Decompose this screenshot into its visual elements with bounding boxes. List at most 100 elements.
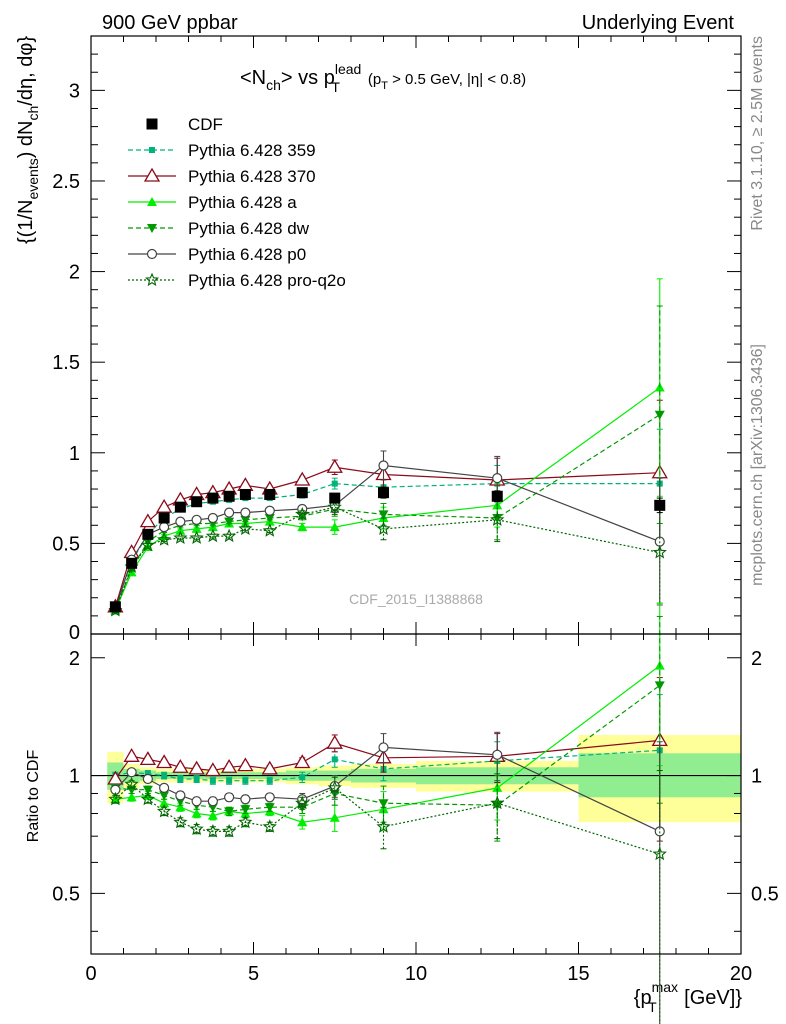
main-series-cdf [109,486,666,613]
data-point [654,681,665,691]
ratio-series-layer [107,602,668,1024]
data-point [191,514,202,525]
data-point [294,754,311,769]
data-point [329,522,340,532]
data-point [157,532,172,546]
data-point [173,530,188,544]
data-point [222,528,237,543]
data-point [264,514,275,524]
main-series-layer [107,278,668,617]
legend-entry: Pythia 6.428 359 [128,141,316,160]
data-point [238,814,253,829]
legend-entry: Pythia 6.428 p0 [128,245,306,264]
ratio-y-tick-label-right: 2 [751,648,762,670]
data-point [177,775,184,782]
data-point [123,748,140,762]
data-point [654,410,665,420]
y-tick-label: 1 [69,443,80,465]
data-point [295,506,310,521]
data-point [174,501,186,513]
data-point [142,773,153,785]
data-point [126,767,137,778]
data-point [175,802,186,812]
data-point [155,498,173,513]
data-point [331,756,338,763]
data-point [207,796,218,807]
data-point [189,821,204,836]
y-tick-label: 1.5 [52,352,80,374]
data-point [224,507,235,518]
legend-entry: Pythia 6.428 a [128,193,297,212]
axes-layer: 0 5 10 15 20 0.5 1 1.5 2 2.5 3 0 0.5 0.5 1 1 2 2 [52,35,779,985]
y-tick-label: 0.5 [52,533,80,555]
data-point [240,507,251,518]
data-point [191,796,202,807]
data-point [175,516,186,527]
ratio-y-tick-label: 0.5 [52,883,80,905]
rivet-label: Rivet 3.1.10, ≥ 2.5M events [749,36,766,231]
mcplots-label: mcplots.cern.ch [arXiv:1306.3436] [749,344,766,586]
legend-entry: Pythia 6.428 dw [128,219,310,238]
legend-label: Pythia 6.428 a [188,193,297,212]
data-point [220,758,238,773]
data-point [237,757,254,772]
data-point [193,775,200,782]
legend-entry: Pythia 6.428 370 [128,167,316,186]
legend-marker [144,272,160,287]
data-point [175,790,186,801]
data-point [209,777,216,784]
legend-label: Pythia 6.428 dw [188,219,310,238]
data-point [140,791,155,806]
data-point [652,545,667,559]
legend-entry: CDF [146,115,223,134]
data-point [205,823,220,838]
main-series-pythia-6-428-a [110,278,665,615]
data-point [299,774,306,781]
x-tick-label: 5 [248,963,259,985]
data-point [378,460,389,471]
y-tick-label: 2 [69,262,80,284]
data-point [490,512,505,526]
data-point [205,528,220,543]
series-line [114,783,660,855]
ratio-series-pythia-6-428-pro-q2o [108,770,667,1024]
main-series-pythia-6-428-dw [110,305,665,614]
data-point [378,510,389,520]
data-point [224,517,235,527]
legend-label: Pythia 6.428 p0 [188,245,306,264]
x-tick-label: 20 [730,963,752,985]
ratio-y-axis-label: Ratio to CDF [25,750,42,843]
data-point [155,754,173,769]
data-point [378,742,389,753]
data-point [654,499,666,511]
y-tick-label: 3 [69,80,80,102]
legend-marker [147,197,157,206]
data-point [207,810,218,820]
data-point [240,805,251,815]
data-point [492,782,503,792]
data-point [224,807,235,817]
data-point [264,803,275,813]
data-point [378,804,389,814]
legend-label: Pythia 6.428 359 [188,141,316,160]
legend-label: CDF [188,115,223,134]
data-point [376,819,391,833]
data-point [296,487,308,499]
data-point [327,780,342,794]
data-point [124,776,139,791]
x-tick-label: 10 [405,963,427,985]
ratio-y-tick-label-right: 0.5 [751,883,779,905]
data-point [297,522,308,532]
legend-marker [146,248,158,260]
data-point [240,794,251,805]
y-tick-label: 0 [69,622,80,644]
data-point [378,799,389,809]
data-point [297,817,308,827]
data-point [207,492,219,504]
data-point [222,823,237,838]
legend: CDF Pythia 6.428 359 Pythia 6.428 370 Pythi… [128,115,346,290]
data-point [109,601,121,613]
data-point [262,819,277,833]
data-point [266,777,273,784]
